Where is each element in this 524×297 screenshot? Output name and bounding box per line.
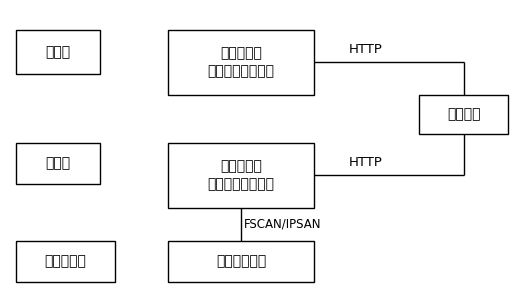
Text: HTTP: HTTP xyxy=(348,43,383,56)
Text: 管理界面: 管理界面 xyxy=(447,107,481,121)
Bar xyxy=(16,30,100,74)
Bar xyxy=(168,143,314,208)
Text: 物理服务器
存储虚拟化服务端: 物理服务器 存储虚拟化服务端 xyxy=(208,159,275,192)
Bar xyxy=(168,30,314,95)
Text: 异构存储设备: 异构存储设备 xyxy=(216,254,266,268)
Bar xyxy=(419,95,508,134)
Text: 网关层: 网关层 xyxy=(45,156,70,170)
Bar xyxy=(168,241,314,282)
Text: 服务层: 服务层 xyxy=(45,45,70,59)
Bar xyxy=(16,143,100,184)
Text: 终端服务器
存储虚拟化客户端: 终端服务器 存储虚拟化客户端 xyxy=(208,46,275,79)
Text: 基础设施层: 基础设施层 xyxy=(45,254,86,268)
Bar xyxy=(16,241,115,282)
Text: FSCAN/IPSAN: FSCAN/IPSAN xyxy=(244,218,321,231)
Text: HTTP: HTTP xyxy=(348,156,383,169)
